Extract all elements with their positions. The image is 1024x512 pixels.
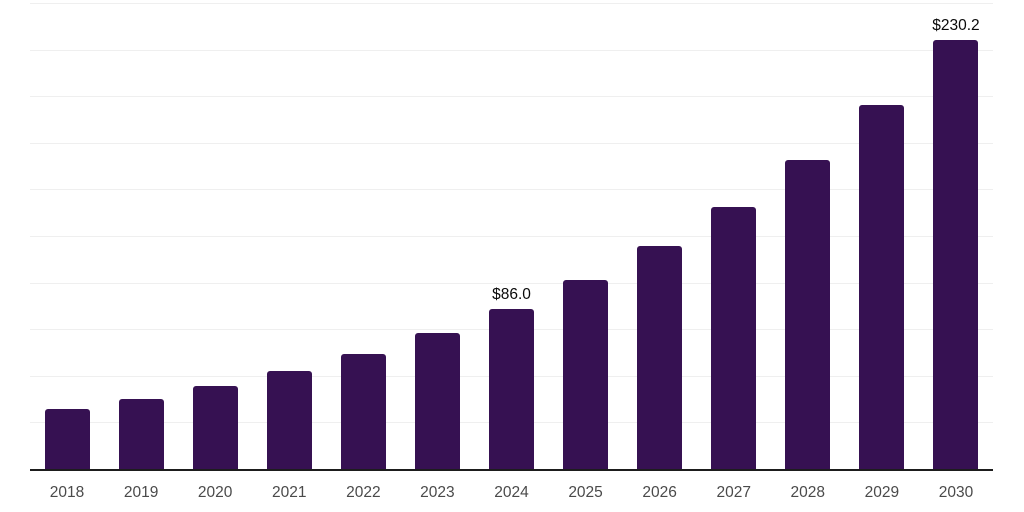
x-tick-label-2026: 2026 bbox=[642, 484, 677, 501]
data-label-2030: $230.2 bbox=[932, 16, 980, 34]
bar-2018 bbox=[44, 409, 90, 469]
gridline bbox=[30, 96, 993, 98]
bar-2027 bbox=[711, 206, 757, 469]
gridline bbox=[30, 142, 993, 144]
bar-2030 bbox=[933, 39, 979, 469]
bar-2028 bbox=[785, 160, 831, 469]
gridline bbox=[30, 282, 993, 284]
x-tick-label-2029: 2029 bbox=[864, 484, 900, 501]
x-tick-label-2023: 2023 bbox=[420, 484, 455, 501]
x-tick-label-2022: 2022 bbox=[346, 484, 381, 501]
bar-2025 bbox=[563, 280, 609, 469]
x-tick-label-2018: 2018 bbox=[49, 484, 85, 501]
gridline bbox=[30, 189, 993, 191]
bar-2023 bbox=[414, 332, 460, 469]
x-tick-label-2025: 2025 bbox=[568, 484, 603, 501]
bar-2024 bbox=[489, 308, 534, 469]
gridline bbox=[30, 236, 993, 237]
gridline bbox=[30, 49, 993, 51]
bar-2020 bbox=[192, 386, 238, 469]
bar-2019 bbox=[118, 398, 164, 469]
bar-2029 bbox=[859, 105, 905, 469]
x-tick-label-2024: 2024 bbox=[494, 484, 529, 501]
x-tick-label-2019: 2019 bbox=[123, 484, 159, 501]
bar-2026 bbox=[637, 246, 683, 469]
bar-2021 bbox=[266, 371, 312, 469]
bar-2022 bbox=[340, 353, 386, 469]
x-tick-label-2027: 2027 bbox=[716, 484, 751, 501]
gridline bbox=[30, 3, 993, 4]
x-tick-label-2030: 2030 bbox=[938, 484, 974, 501]
x-tick-label-2028: 2028 bbox=[790, 484, 826, 501]
data-label-2024: $86.0 bbox=[492, 285, 531, 303]
x-tick-label-2020: 2020 bbox=[197, 484, 233, 501]
x-tick-label-2021: 2021 bbox=[272, 484, 307, 501]
x-axis-line bbox=[30, 469, 993, 471]
